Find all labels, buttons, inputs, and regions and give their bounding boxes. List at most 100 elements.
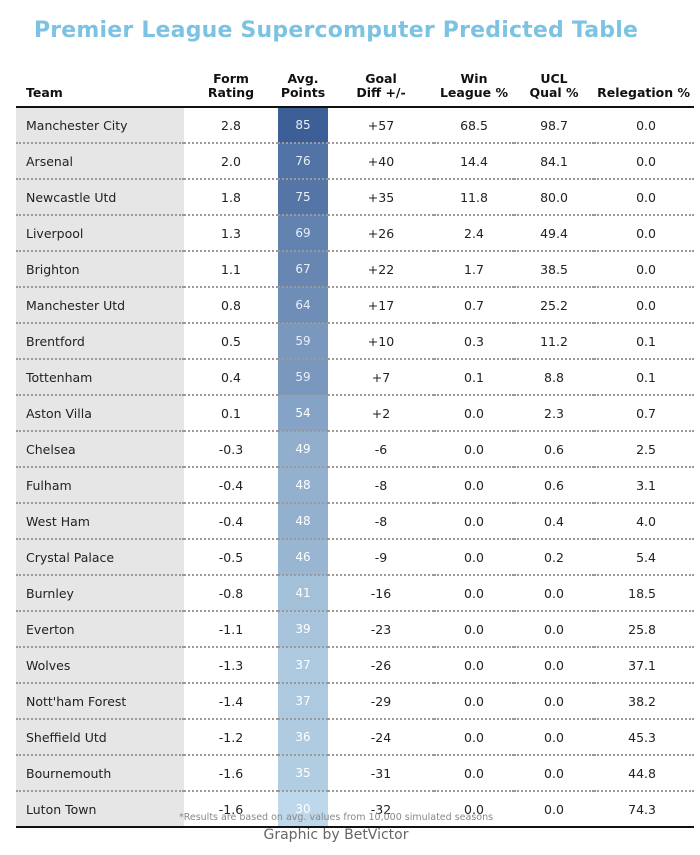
table-row: West Ham -0.4 48 -8 0.0 0.4 4.0 [16,503,694,540]
cell-form-rating: -0.4 [184,467,278,504]
cell-goal-diff: -8 [328,467,434,504]
table-row: Luton Town -1.6 30 -32 0.0 0.0 74.3 [16,791,694,828]
cell-relegation: 74.3 [594,791,694,828]
cell-team: West Ham [16,503,184,540]
cell-team: Crystal Palace [16,539,184,576]
cell-avg-points: 64 [278,287,328,324]
header-win-league: Win League % [434,62,514,108]
header-ucl-qual: UCL Qual % [514,62,594,108]
cell-ucl-qual: 25.2 [514,287,594,324]
header-row: Team Form Rating Avg. Points Goal Diff +/- … [16,62,694,108]
cell-goal-diff: -23 [328,611,434,648]
table-row: Wolves -1.3 37 -26 0.0 0.0 37.1 [16,647,694,684]
cell-form-rating: -0.5 [184,539,278,576]
cell-relegation: 0.0 [594,143,694,180]
cell-win-league: 0.0 [434,719,514,756]
cell-relegation: 37.1 [594,647,694,684]
cell-relegation: 0.0 [594,179,694,216]
cell-form-rating: -1.1 [184,611,278,648]
cell-relegation: 0.0 [594,215,694,252]
cell-form-rating: -1.6 [184,791,278,828]
cell-goal-diff: +7 [328,359,434,396]
cell-team: Liverpool [16,215,184,252]
table-row: Brentford 0.5 59 +10 0.3 11.2 0.1 [16,323,694,360]
cell-win-league: 0.7 [434,287,514,324]
cell-goal-diff: -29 [328,683,434,720]
cell-form-rating: 0.5 [184,323,278,360]
cell-avg-points: 46 [278,539,328,576]
cell-win-league: 0.3 [434,323,514,360]
cell-win-league: 0.1 [434,359,514,396]
cell-goal-diff: -6 [328,431,434,468]
cell-ucl-qual: 0.6 [514,467,594,504]
cell-win-league: 68.5 [434,107,514,144]
cell-goal-diff: -8 [328,503,434,540]
cell-goal-diff: +10 [328,323,434,360]
cell-avg-points: 49 [278,431,328,468]
cell-avg-points: 85 [278,107,328,144]
cell-ucl-qual: 38.5 [514,251,594,288]
cell-win-league: 14.4 [434,143,514,180]
cell-form-rating: -0.4 [184,503,278,540]
cell-ucl-qual: 8.8 [514,359,594,396]
cell-goal-diff: -24 [328,719,434,756]
cell-goal-diff: +35 [328,179,434,216]
cell-team: Sheffield Utd [16,719,184,756]
table-row: Arsenal 2.0 76 +40 14.4 84.1 0.0 [16,143,694,180]
cell-team: Burnley [16,575,184,612]
cell-form-rating: 2.8 [184,107,278,144]
cell-avg-points: 41 [278,575,328,612]
cell-goal-diff: +57 [328,107,434,144]
footnote: *Results are based on avg. values from 1… [178,812,494,823]
cell-win-league: 0.0 [434,791,514,828]
cell-ucl-qual: 0.4 [514,503,594,540]
table-row: Manchester City 2.8 85 +57 68.5 98.7 0.0 [16,107,694,144]
cell-team: Manchester City [16,107,184,144]
cell-form-rating: 0.4 [184,359,278,396]
cell-win-league: 0.0 [434,647,514,684]
cell-ucl-qual: 0.0 [514,683,594,720]
table-row: Fulham -0.4 48 -8 0.0 0.6 3.1 [16,467,694,504]
cell-ucl-qual: 0.6 [514,431,594,468]
cell-relegation: 0.0 [594,107,694,144]
cell-team: Fulham [16,467,184,504]
cell-ucl-qual: 0.0 [514,755,594,792]
cell-win-league: 0.0 [434,503,514,540]
header-relegation: Relegation % [594,62,694,108]
cell-win-league: 0.0 [434,395,514,432]
cell-relegation: 3.1 [594,467,694,504]
table-row: Manchester Utd 0.8 64 +17 0.7 25.2 0.0 [16,287,694,324]
cell-relegation: 25.8 [594,611,694,648]
cell-form-rating: -0.8 [184,575,278,612]
cell-relegation: 0.7 [594,395,694,432]
cell-avg-points: 48 [278,467,328,504]
cell-avg-points: 30 [278,791,328,828]
cell-avg-points: 59 [278,359,328,396]
cell-form-rating: 0.8 [184,287,278,324]
header-avg-points: Avg. Points [278,62,328,108]
cell-relegation: 0.0 [594,251,694,288]
cell-relegation: 0.1 [594,323,694,360]
cell-avg-points: 67 [278,251,328,288]
credit: Graphic by BetVictor [263,827,409,843]
cell-win-league: 0.0 [434,539,514,576]
table-row: Bournemouth -1.6 35 -31 0.0 0.0 44.8 [16,755,694,792]
cell-avg-points: 35 [278,755,328,792]
cell-goal-diff: +17 [328,287,434,324]
cell-ucl-qual: 0.2 [514,539,594,576]
cell-team: Aston Villa [16,395,184,432]
cell-form-rating: -1.2 [184,719,278,756]
cell-relegation: 44.8 [594,755,694,792]
table-row: Crystal Palace -0.5 46 -9 0.0 0.2 5.4 [16,539,694,576]
cell-win-league: 0.0 [434,575,514,612]
cell-form-rating: -1.3 [184,647,278,684]
cell-goal-diff: +26 [328,215,434,252]
cell-avg-points: 69 [278,215,328,252]
table-row: Sheffield Utd -1.2 36 -24 0.0 0.0 45.3 [16,719,694,756]
cell-form-rating: 1.1 [184,251,278,288]
header-team: Team [16,62,184,108]
cell-win-league: 2.4 [434,215,514,252]
cell-ucl-qual: 49.4 [514,215,594,252]
predicted-table: Team Form Rating Avg. Points Goal Diff +/- … [16,62,694,828]
cell-win-league: 1.7 [434,251,514,288]
